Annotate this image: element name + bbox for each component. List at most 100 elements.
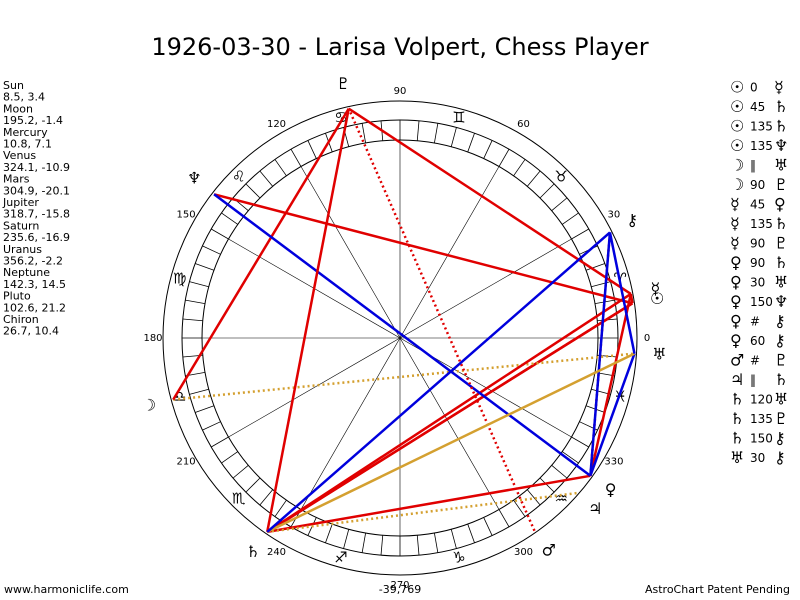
planet-glyph: ♅ [652, 345, 666, 364]
planet-name: Sun [3, 79, 24, 92]
ring-tick [195, 405, 215, 413]
ring-tick [483, 517, 493, 536]
planet-position: 235.6, -16.9 [3, 231, 70, 244]
aspect-planet: ♀ [730, 292, 742, 311]
aspect-planet: ♄ [730, 390, 744, 409]
aspect-type: 135 [750, 217, 773, 231]
ring-tick [274, 159, 287, 177]
degree-label: 30 [608, 210, 621, 221]
aspect-line [213, 193, 633, 305]
aspect-line [267, 474, 591, 534]
degree-label: 60 [517, 119, 530, 130]
ring-tick [189, 281, 209, 288]
degree-label: 270 [390, 580, 409, 591]
ring-tick [561, 212, 579, 225]
ring-tick [232, 464, 249, 479]
planet-glyph: ☉ [650, 289, 664, 308]
planet-glyph: ♀ [605, 480, 617, 499]
ring-tick [498, 149, 510, 167]
aspect-type: 60 [750, 334, 765, 348]
aspect-line [172, 108, 350, 401]
ring-tick [433, 532, 439, 553]
aspect-type: 90 [750, 256, 765, 270]
aspect-line [266, 231, 611, 533]
aspect-type: # [750, 315, 760, 329]
planet-glyph: ♃ [588, 499, 602, 518]
aspect-planet: ♄ [774, 370, 788, 389]
planet-position: 102.6, 21.2 [3, 301, 66, 314]
planet-position: 324.1, -10.9 [3, 161, 70, 174]
aspect-planet: ⚷ [774, 448, 786, 467]
spoke [300, 166, 401, 339]
planet-glyph: ☿ [650, 279, 660, 298]
aspect-planet: ♀ [730, 331, 742, 350]
planet-glyph: ♄ [246, 542, 260, 561]
ring-tick [591, 281, 611, 288]
ring-tick [189, 388, 209, 395]
ring-tick [195, 263, 215, 271]
aspect-line [589, 232, 612, 476]
aspect-planet: ♇ [774, 409, 788, 428]
sign-glyph: ♌ [232, 167, 245, 185]
ring-tick [245, 183, 261, 199]
aspect-planet: ☿ [730, 195, 740, 214]
aspect-planet: ♀ [774, 195, 786, 214]
aspect-planet: ⚷ [774, 331, 786, 350]
ring-tick [467, 133, 475, 153]
ring-tick [591, 388, 611, 395]
aspect-planet: ☉ [730, 78, 744, 97]
degree-label: 330 [604, 457, 623, 468]
aspect-planet: ♅ [774, 390, 788, 409]
aspect-planet: ☽ [730, 156, 744, 175]
aspect-type: 0 [750, 81, 758, 95]
aspect-line [608, 232, 636, 354]
ring-tick [221, 212, 239, 225]
planet-glyph: ♆ [187, 169, 201, 188]
ring-tick [513, 499, 526, 517]
aspect-line [266, 352, 636, 534]
ring-tick [325, 523, 333, 543]
planet-name: Mercury [3, 126, 48, 139]
aspect-planet: ♅ [730, 448, 744, 467]
ring-tick [483, 140, 493, 159]
outer-circle [162, 100, 638, 576]
ring-tick [450, 127, 457, 147]
ring-tick [211, 228, 229, 240]
aspect-type: 135 [750, 120, 773, 134]
sign-glyph: ♒ [554, 490, 567, 508]
aspect-type: 30 [750, 276, 765, 290]
ring-tick [343, 529, 350, 549]
aspect-planet: ☉ [730, 136, 744, 155]
planet-position: 10.8, 7.1 [3, 138, 52, 151]
planet-position: 8.5, 3.4 [3, 91, 45, 104]
aspect-planet: ♄ [774, 97, 788, 116]
ring-tick [551, 197, 568, 212]
aspect-planet: ♀ [730, 312, 742, 331]
planet-glyph: ♂ [542, 541, 556, 560]
sign-glyph: ♐ [334, 549, 347, 567]
aspect-planet: ♄ [730, 429, 744, 448]
spoke [228, 337, 401, 438]
ring-tick [450, 529, 457, 549]
ring-tick [571, 228, 589, 240]
aspect-type: 120 [750, 393, 773, 407]
planet-position: 142.3, 14.5 [3, 278, 66, 291]
ring-tick [561, 451, 579, 464]
footer-right: AstroChart Patent Pending [645, 583, 790, 596]
aspect-type: 90 [750, 178, 765, 192]
ring-tick [211, 436, 229, 448]
planet-name: Pluto [3, 290, 31, 303]
aspect-planet: ☉ [730, 117, 744, 136]
aspect-planet: ♀ [730, 253, 742, 272]
planet-position: 304.9, -20.1 [3, 184, 70, 197]
ring-tick [551, 464, 568, 479]
ring-tick [416, 535, 420, 556]
planet-name: Moon [3, 102, 33, 115]
aspect-planet: ♄ [730, 409, 744, 428]
aspect-planet: ♄ [774, 253, 788, 272]
aspect-line [347, 108, 536, 532]
degree-label: 300 [514, 547, 533, 558]
ring-tick [202, 421, 221, 431]
aspect-type: 150 [750, 295, 773, 309]
